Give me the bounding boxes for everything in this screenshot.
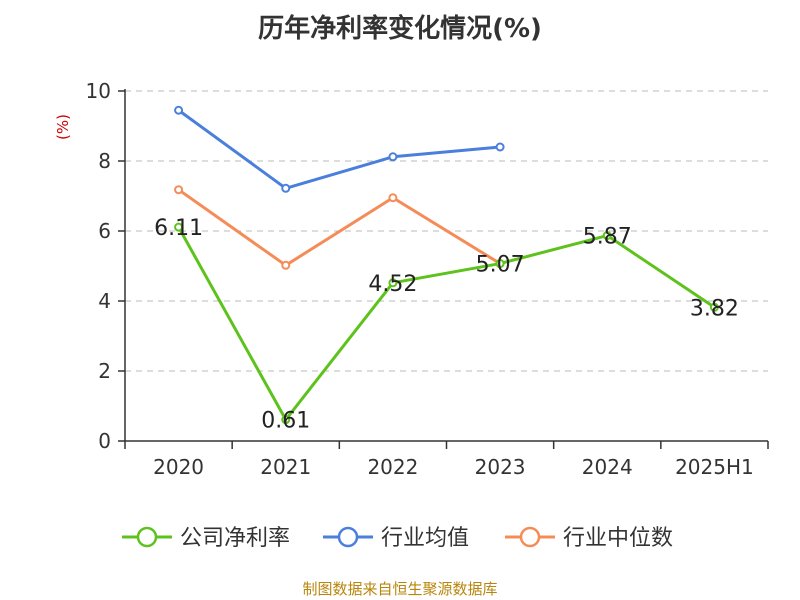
series-line-2: [177, 188, 501, 267]
source-note: 制图数据来自恒生聚源数据库: [302, 580, 498, 598]
y-tick-label: 10: [86, 79, 111, 103]
data-label: 5.07: [476, 253, 525, 278]
series-line-1: [177, 109, 501, 190]
data-labels: 6.11 0.61 4.52 5.07 5.87 3.82: [154, 216, 739, 434]
y-tick-label: 2: [98, 359, 111, 383]
series-line-0: [177, 226, 716, 422]
axes: 0 2 4 6 8 10 2020 2021 2022 2023 2024 2025H1 (%): [54, 79, 769, 479]
data-label: 4.52: [368, 272, 417, 297]
series-point-1: [388, 152, 398, 162]
y-tick-label: 6: [98, 219, 111, 243]
legend-label: 行业均值: [381, 526, 469, 551]
series-point-2: [388, 193, 398, 203]
series-point-0: [174, 222, 184, 232]
data-label: 0.61: [261, 409, 310, 434]
series-point-0: [388, 278, 398, 288]
data-label: 6.11: [154, 216, 203, 241]
x-tick-label: 2025H1: [675, 455, 754, 479]
series-point-0: [281, 415, 291, 425]
series-point-1: [495, 142, 505, 152]
legend-label: 行业中位数: [563, 526, 673, 551]
legend-item-1[interactable]: 行业均值: [323, 526, 469, 551]
data-label: 5.87: [583, 225, 632, 250]
legend-swatch-marker: [136, 526, 158, 548]
chart-title: 历年净利率变化情况(%): [258, 14, 542, 44]
x-tick-label: 2022: [367, 455, 418, 479]
series-point-0: [709, 302, 719, 312]
x-tick-label: 2023: [475, 455, 526, 479]
y-tick-label: 8: [98, 149, 111, 173]
legend-item-0[interactable]: 公司净利率: [122, 526, 290, 551]
series-layer: [174, 105, 719, 425]
x-tick-label: 2020: [153, 455, 204, 479]
legend-swatch-marker: [519, 526, 541, 548]
data-label: 3.82: [690, 296, 739, 321]
x-tick-label: 2024: [582, 455, 633, 479]
y-tick-label: 0: [98, 429, 111, 453]
legend: 公司净利率 行业均值 行业中位数: [122, 526, 673, 551]
y-tick-label: 4: [98, 289, 111, 313]
legend-item-2[interactable]: 行业中位数: [505, 526, 673, 551]
series-point-0: [495, 259, 505, 269]
y-axis-label: (%): [54, 114, 72, 140]
series-point-1: [281, 183, 291, 193]
x-tick-label: 2021: [260, 455, 311, 479]
legend-swatch-marker: [337, 526, 359, 548]
series-point-1: [174, 105, 184, 115]
legend-label: 公司净利率: [180, 526, 290, 551]
series-point-2: [281, 260, 291, 270]
series-point-2: [174, 185, 184, 195]
series-point-0: [602, 231, 612, 241]
